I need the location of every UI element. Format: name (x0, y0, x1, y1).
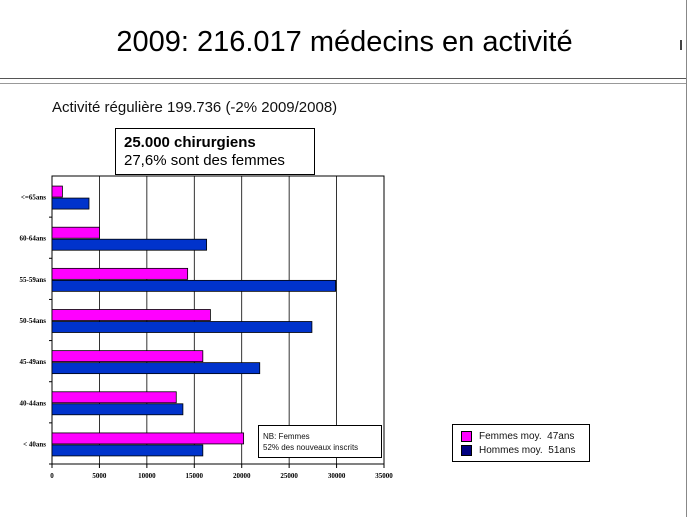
legend-item-femmes: Femmes moy. 47ans (461, 430, 589, 443)
bar-hommes (51, 444, 204, 457)
chart-axes: 0 5000 10000 15000 20000 25000 30000 35000 < 40a… (20, 194, 394, 480)
bar-femmes (51, 391, 177, 404)
x-tick-label: 30000 (328, 472, 346, 480)
x-tick-label: 35000 (375, 472, 393, 480)
bar-hommes (51, 403, 184, 416)
slide-right-border (686, 0, 687, 517)
legend-swatch-hommes (461, 445, 472, 456)
y-tick-label: 55-59ans (20, 276, 47, 284)
y-tick-label: 60-64ans (20, 235, 47, 243)
title-divider-lower (0, 83, 686, 84)
bar-femmes (51, 267, 189, 280)
chart-bars (51, 185, 337, 457)
callout-headline: 25.000 chirurgiens (124, 134, 256, 151)
title-divider (0, 78, 686, 79)
note-box: NB: Femmes 52% des nouveaux inscrits (258, 425, 382, 458)
legend-swatch-femmes (461, 431, 472, 442)
surgeons-callout: 25.000 chirurgiens 27,6% sont des femmes (115, 128, 315, 175)
note-line-1: NB: Femmes (263, 432, 310, 441)
x-tick-label: 5000 (92, 472, 107, 480)
bar-hommes (51, 197, 90, 210)
x-tick-label: 20000 (233, 472, 251, 480)
chart-legend: Femmes moy. 47ans Hommes moy. 51ans (452, 424, 590, 462)
bar-femmes (51, 309, 211, 321)
legend-label-hommes: Hommes moy. 51ans (479, 445, 576, 456)
x-tick-label: 10000 (138, 472, 156, 480)
bar-femmes (51, 185, 63, 198)
y-tick-label: 40-44ans (20, 399, 47, 407)
y-tick-label: <=65ans (21, 194, 46, 202)
x-tick-label: 15000 (186, 472, 204, 480)
y-tick-label: 50-54ans (20, 317, 47, 325)
bar-hommes (51, 238, 208, 251)
slide-corner-mark (680, 40, 688, 50)
note-line-2: 52% des nouveaux inscrits (263, 443, 359, 452)
x-tick-label: 25000 (280, 472, 298, 480)
y-tick-label: 45-49ans (20, 358, 47, 366)
slide-title: 2009: 216.017 médecins en activité (116, 26, 573, 58)
bar-hommes (51, 279, 337, 292)
callout-detail: 27,6% sont des femmes (124, 152, 285, 169)
legend-item-hommes: Hommes moy. 51ans (461, 444, 589, 457)
bar-femmes (51, 226, 100, 239)
slide-subtitle: Activité régulière 199.736 (-2% 2009/200… (52, 99, 338, 116)
y-tick-label: < 40ans (23, 440, 46, 448)
bar-hommes (51, 321, 313, 333)
legend-label-femmes: Femmes moy. 47ans (479, 431, 575, 442)
bar-hommes (51, 362, 261, 375)
x-tick-label: 0 (50, 472, 54, 480)
bar-femmes (51, 432, 245, 445)
bar-femmes (51, 350, 204, 363)
